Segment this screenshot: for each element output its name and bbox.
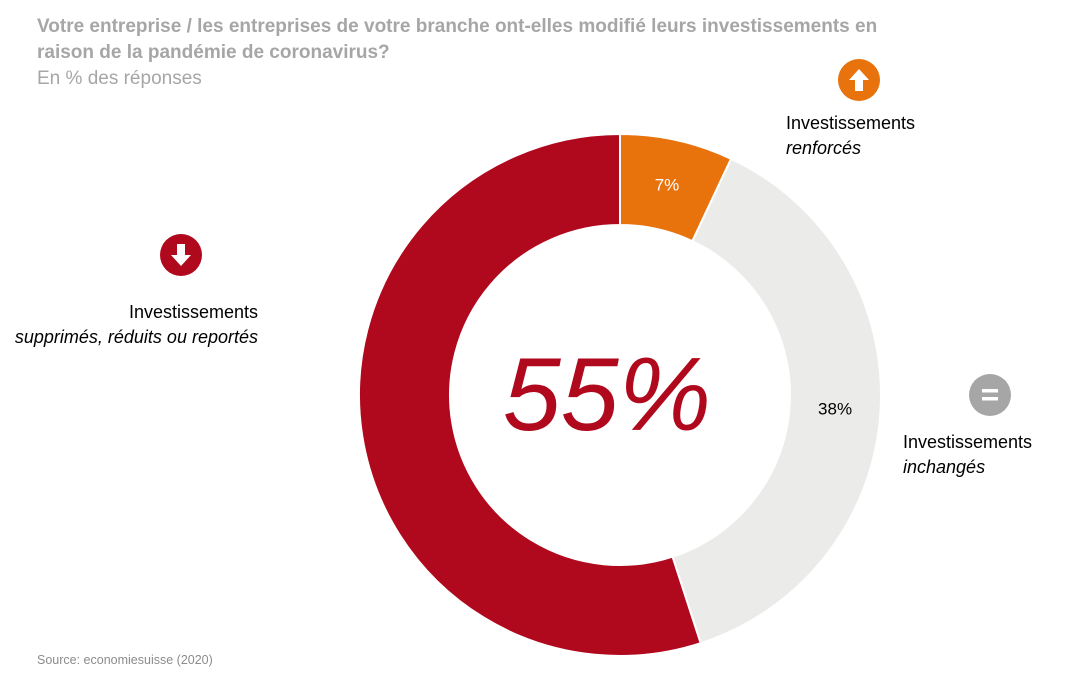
label-unchanged-detail: inchangés xyxy=(903,457,986,477)
source-note: Source: economiesuisse (2020) xyxy=(37,653,213,667)
label-increased: Investissements renforcés xyxy=(786,111,915,161)
chart-subtitle: En % des réponses xyxy=(37,68,202,89)
chart-title: Votre entreprise / les entreprises de vo… xyxy=(37,16,878,63)
arrow-down-icon xyxy=(160,234,202,276)
donut-slice xyxy=(358,132,702,657)
slice-value-label: 7% xyxy=(655,176,680,195)
equals-icon xyxy=(969,374,1011,416)
label-unchanged: Investissements inchangés xyxy=(903,430,1032,480)
label-reduced: Investissements supprimés, réduits ou re… xyxy=(15,300,258,350)
arrow-up-icon xyxy=(838,59,880,101)
slice-value-label: 38% xyxy=(818,400,852,419)
label-increased-detail: renforcés xyxy=(786,138,862,158)
center-value-label: 55% xyxy=(503,337,711,453)
label-unchanged-main: Investissements xyxy=(903,432,1033,452)
donut-slices: 7% 38% xyxy=(358,132,882,657)
donut-slice xyxy=(671,157,882,645)
label-reduced-main: Investissements xyxy=(128,302,258,322)
label-reduced-detail: supprimés, réduits ou reportés xyxy=(14,327,258,347)
label-increased-main: Investissements xyxy=(786,113,916,133)
